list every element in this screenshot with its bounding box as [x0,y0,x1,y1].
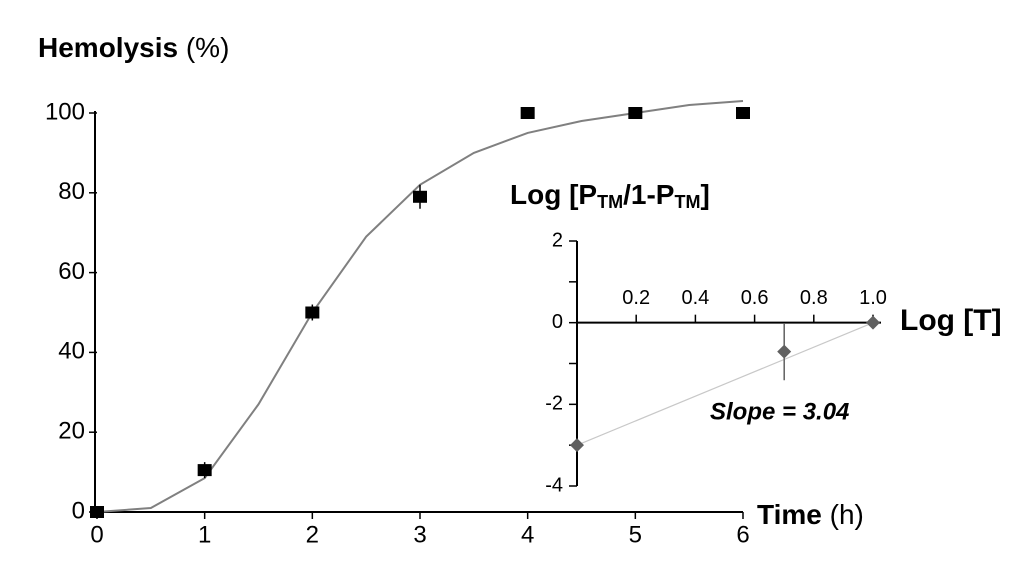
x-tick-label: 0.8 [800,287,828,309]
x-label-text: Time [757,499,822,530]
point [570,438,584,453]
y-tick-label: 0 [552,311,563,333]
x-tick-label: 0 [90,521,103,548]
inset-y-label: Log [PTM/1-PTM] [510,179,710,211]
label-part: /1-P [623,179,674,210]
x-tick-label: 0.2 [622,287,650,309]
point [866,315,880,330]
y-tick-label: 60 [58,258,85,285]
x-tick-label: 2 [306,521,319,548]
x-tick-label: 3 [413,521,426,548]
y-label-text: Hemolysis [38,32,178,63]
y-tick-label: 80 [58,178,85,205]
point [777,344,792,359]
x-tick-label: 5 [629,521,642,548]
x-tick-label: 6 [736,521,749,548]
x-tick-label: 0.6 [741,287,769,309]
point [90,506,104,518]
x-label-unit: (h) [830,499,864,530]
x-axis-label: Time (h) [757,499,864,530]
annotation: Slope = 3.04 [710,398,849,425]
label-sub: TM [597,192,623,212]
y-tick-label: 20 [58,418,85,445]
label-part: ] [700,179,709,210]
x-tick-label: 1 [198,521,211,548]
fit-line [576,322,874,446]
y-label-unit: (%) [186,32,230,63]
y-tick-label: 100 [45,98,85,125]
point [628,107,643,119]
y-tick-label: 2 [552,229,563,251]
inset-x-label: Log [T] [900,304,1002,337]
y-tick-label: -4 [545,474,563,496]
point [736,107,750,119]
label-part: Log [P [510,179,597,210]
y-tick-label: 40 [58,338,85,365]
label-sub: TM [674,192,700,212]
y-axis-label: Hemolysis (%) [38,32,229,63]
point [413,190,427,203]
x-tick-label: 4 [521,521,534,548]
y-tick-label: -2 [545,393,563,415]
point [197,464,212,477]
x-tick-label: 1.0 [859,287,887,309]
y-tick-label: 0 [72,497,85,524]
point [305,306,320,319]
x-tick-label: 0.4 [681,287,709,309]
point [520,107,535,119]
